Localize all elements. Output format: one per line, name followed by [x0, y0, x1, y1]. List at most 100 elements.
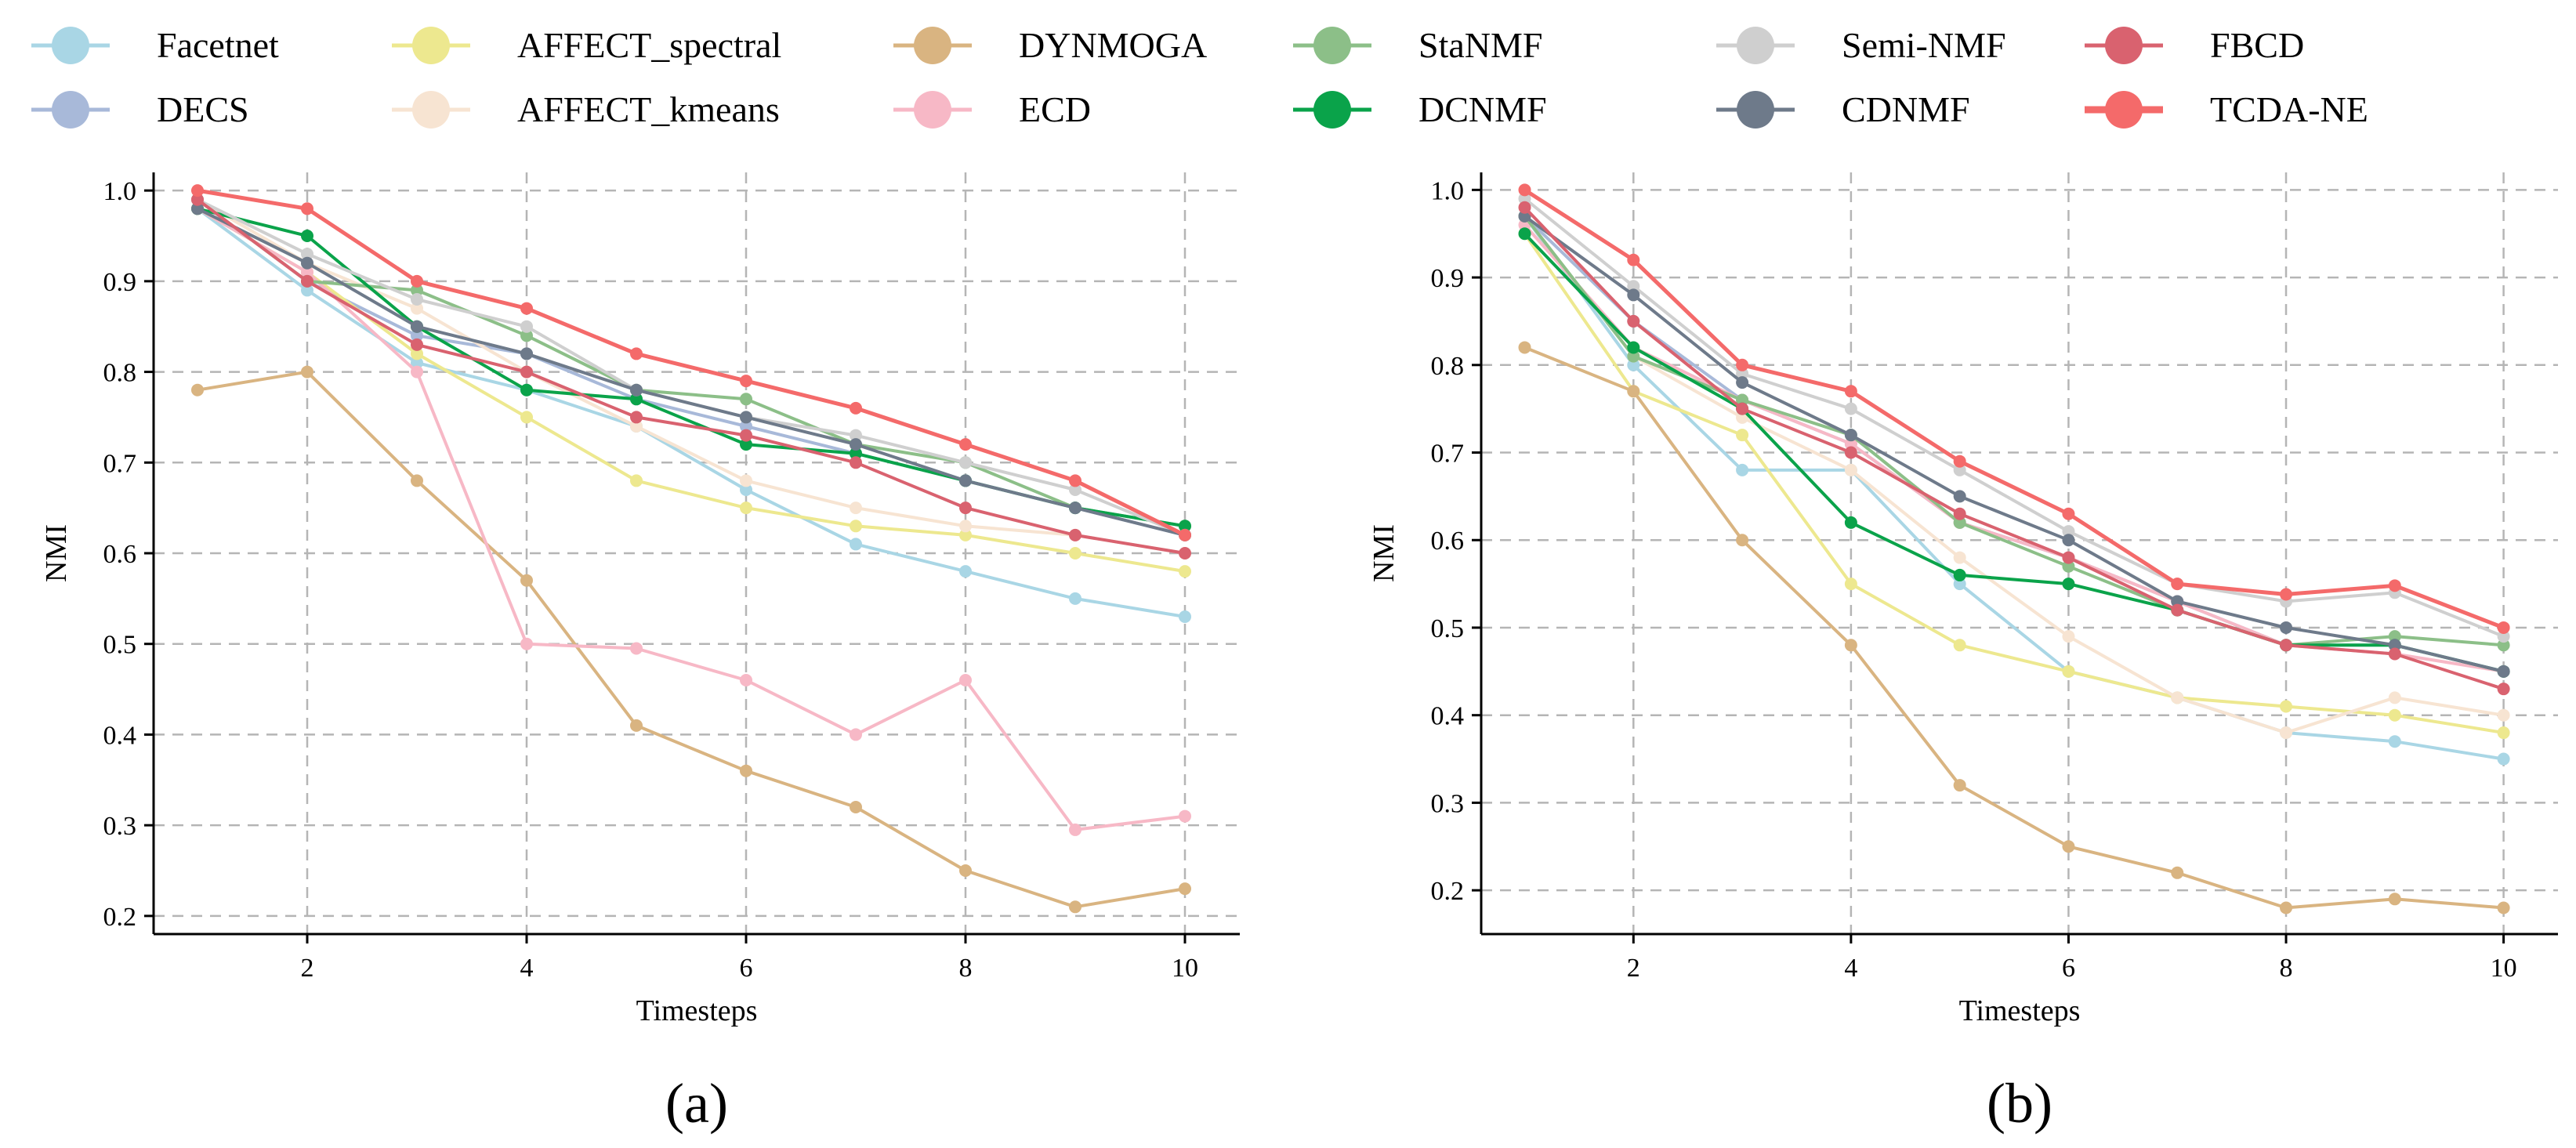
legend-marker [1313, 27, 1351, 64]
data-point [2280, 588, 2293, 601]
data-point [740, 420, 752, 433]
x-tick-label: 4 [520, 954, 534, 983]
y-tick-label: 0.6 [1431, 527, 1465, 556]
data-point [1627, 349, 1640, 363]
data-point [850, 538, 862, 551]
data-point [630, 347, 643, 360]
data-point [411, 338, 423, 351]
data-point [1069, 547, 1081, 560]
data-point [301, 365, 313, 378]
data-point [301, 248, 313, 261]
data-point [2497, 708, 2510, 722]
data-point [1179, 528, 1191, 541]
data-point [2171, 866, 2184, 879]
data-point [1069, 900, 1081, 914]
legend-label: Semi-NMF [1842, 25, 2006, 65]
data-point [740, 411, 752, 424]
legend-marker [1313, 91, 1351, 129]
data-point [1953, 516, 1966, 529]
data-point [740, 502, 752, 515]
data-point [520, 574, 533, 587]
data-point [411, 320, 423, 333]
data-point [2062, 630, 2075, 643]
legend-label: AFFECT_kmeans [517, 89, 780, 129]
series-decs [1518, 209, 2510, 678]
data-point [1953, 463, 1966, 476]
data-point [2388, 639, 2401, 652]
legend-marker [412, 27, 450, 64]
y-tick-label: 0.2 [103, 903, 137, 932]
series-line [196, 207, 1186, 574]
series-affect-kmeans [191, 193, 1191, 560]
data-point [850, 438, 862, 451]
legend: Facetnet DECS AFFECT_spectral AFFECT_kmeans… [31, 25, 2368, 129]
data-point [520, 365, 533, 378]
data-point [1069, 502, 1081, 515]
legend-item-cdnmf: CDNMF [1716, 89, 1970, 129]
series-fbcd [1518, 201, 2510, 696]
data-point [191, 193, 204, 206]
data-point [1627, 314, 1640, 328]
legend-label: AFFECT_spectral [517, 25, 781, 65]
data-point [301, 284, 313, 297]
data-point [2062, 534, 2075, 547]
data-point [850, 401, 862, 415]
data-point [1844, 463, 1857, 476]
data-point [630, 474, 643, 487]
data-point [2280, 639, 2293, 652]
x-tick-label: 4 [1844, 954, 1857, 983]
data-point [740, 483, 752, 496]
series-line [1523, 232, 2505, 673]
data-point [2062, 665, 2075, 678]
data-point [1179, 547, 1191, 560]
series-dynmoga [1518, 341, 2510, 914]
data-point [1627, 341, 1640, 354]
data-point [1069, 823, 1081, 836]
data-point [630, 642, 643, 655]
data-point [520, 411, 533, 424]
legend-item-tcda-ne: TCDA-NE [2085, 89, 2368, 129]
x-tick-label: 8 [959, 954, 973, 983]
series-line [1523, 188, 2505, 630]
legend-item-ecd: ECD [893, 89, 1091, 129]
legend-label: StaNMF [1418, 25, 1542, 65]
x-tick-label: 8 [2280, 954, 2293, 983]
data-point [1736, 367, 1749, 380]
legend-label: TCDA-NE [2210, 89, 2368, 129]
data-point [1844, 437, 1857, 451]
legend-marker [914, 27, 951, 64]
data-point [191, 184, 204, 197]
data-point [959, 528, 972, 541]
y-tick-label: 0.6 [103, 540, 137, 569]
x-tick-label: 10 [1172, 954, 1198, 983]
legend-item-fbcd: FBCD [2085, 25, 2304, 65]
data-point [1069, 592, 1081, 605]
data-point [959, 456, 972, 469]
data-point [850, 801, 862, 813]
data-point [740, 429, 752, 442]
data-point [1844, 385, 1857, 398]
series-line [197, 188, 1187, 538]
data-point [2171, 691, 2184, 704]
series-line [197, 207, 1186, 537]
data-point [2497, 726, 2510, 740]
legend-item-affect-spectral: AFFECT_spectral [392, 25, 781, 65]
data-point [411, 365, 423, 378]
data-point [1179, 809, 1191, 823]
chart-panel-b: 0.2 0.3 0.4 0.5 0.6 0.7 0.8 0.9 1.0 2 4 6 8 10 Timeste… [1368, 172, 2558, 1135]
data-point [1736, 463, 1749, 476]
legend-label: DYNMOGA [1019, 25, 1207, 65]
data-point [630, 411, 643, 424]
data-point [2497, 901, 2510, 914]
y-tick-label: 0.2 [1431, 877, 1465, 906]
series-affect-spectral [1518, 227, 2510, 740]
x-axis-label: Timesteps [636, 994, 758, 1027]
legend-item-affect-kmeans: AFFECT_kmeans [392, 89, 780, 129]
legend-item-dcnmf: DCNMF [1293, 89, 1547, 129]
data-point [411, 302, 423, 315]
data-point [1844, 429, 1857, 442]
data-point [959, 864, 972, 877]
data-point [1627, 253, 1640, 266]
data-point [959, 502, 972, 515]
